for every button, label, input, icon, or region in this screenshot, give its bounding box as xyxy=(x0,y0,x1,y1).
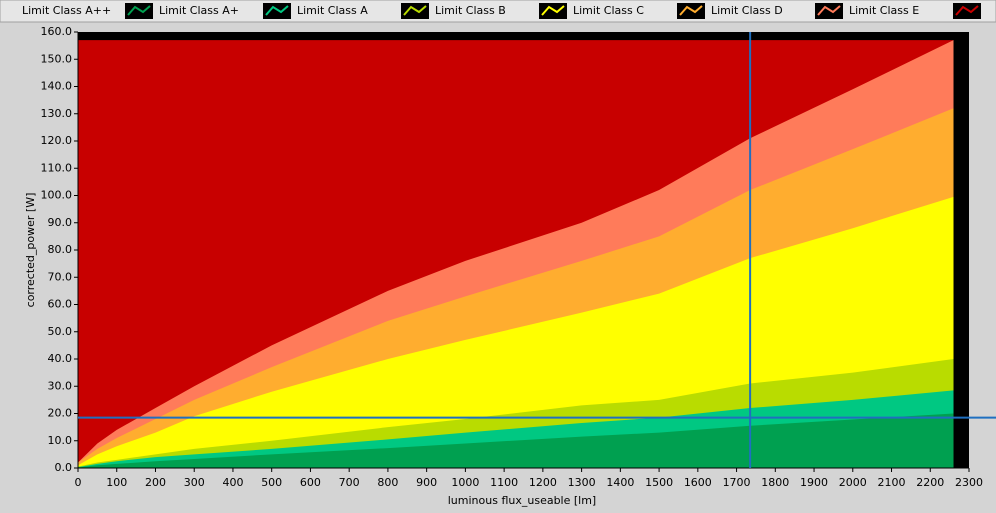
x-tick-label: 1600 xyxy=(684,476,712,489)
legend-label: Limit Class C xyxy=(573,4,644,17)
y-tick-label: 0.0 xyxy=(55,461,73,474)
x-tick-label: 1300 xyxy=(568,476,596,489)
legend-swatch xyxy=(263,3,291,19)
legend-swatch-line xyxy=(541,5,565,16)
y-tick-label: 20.0 xyxy=(48,407,73,420)
x-axis-title: luminous flux_useable [lm] xyxy=(448,494,596,507)
legend-swatch xyxy=(815,3,843,19)
x-tick-label: 1200 xyxy=(529,476,557,489)
x-tick-label: 2000 xyxy=(839,476,867,489)
y-tick-label: 150.0 xyxy=(41,52,73,65)
plot-layer xyxy=(78,40,954,469)
y-tick-label: 80.0 xyxy=(48,243,73,256)
x-tick-label: 600 xyxy=(300,476,321,489)
y-tick-label: 70.0 xyxy=(48,270,73,283)
y-tick-label: 110.0 xyxy=(41,161,73,174)
legend-label: Limit Class A++ xyxy=(22,4,111,17)
legend-swatch-line xyxy=(817,5,841,16)
legend-swatch-line xyxy=(403,5,427,16)
legend-label: Limit Class A+ xyxy=(159,4,239,17)
y-tick-label: 30.0 xyxy=(48,379,73,392)
x-tick-label: 200 xyxy=(145,476,166,489)
x-tick-label: 1900 xyxy=(800,476,828,489)
y-axis-title: corrected_power [W] xyxy=(24,193,37,308)
x-tick-label: 1800 xyxy=(761,476,789,489)
y-tick-label: 100.0 xyxy=(41,189,73,202)
x-tick-label: 1400 xyxy=(606,476,634,489)
legend-swatch xyxy=(953,3,981,19)
x-tick-label: 700 xyxy=(339,476,360,489)
y-tick-label: 60.0 xyxy=(48,298,73,311)
x-tick-label: 0 xyxy=(75,476,82,489)
legend-swatch xyxy=(677,3,705,19)
legend-swatch-line xyxy=(265,5,289,16)
x-tick-label: 1500 xyxy=(645,476,673,489)
legend-swatch-line xyxy=(679,5,703,16)
x-tick-label: 2100 xyxy=(878,476,906,489)
x-tick-label: 400 xyxy=(222,476,243,489)
x-tick-label: 900 xyxy=(416,476,437,489)
x-tick-label: 800 xyxy=(377,476,398,489)
legend-label: Limit Class B xyxy=(435,4,506,17)
legend-swatch xyxy=(125,3,153,19)
legend-swatch-line xyxy=(127,5,151,16)
legend-label: Limit Class A xyxy=(297,4,368,17)
x-tick-label: 500 xyxy=(261,476,282,489)
y-tick-label: 160.0 xyxy=(41,25,73,38)
x-tick-label: 1700 xyxy=(723,476,751,489)
x-tick-label: 2200 xyxy=(916,476,944,489)
y-tick-label: 120.0 xyxy=(41,134,73,147)
x-tick-label: 300 xyxy=(184,476,205,489)
legend-swatch xyxy=(539,3,567,19)
y-tick-label: 10.0 xyxy=(48,434,73,447)
legend-label: Limit Class E xyxy=(849,4,919,17)
legend-bar xyxy=(0,0,996,23)
x-tick-label: 1000 xyxy=(451,476,479,489)
y-tick-label: 140.0 xyxy=(41,80,73,93)
x-tick-label: 100 xyxy=(106,476,127,489)
x-tick-label: 2300 xyxy=(955,476,983,489)
y-tick-label: 130.0 xyxy=(41,107,73,120)
legend-label: Limit Class D xyxy=(711,4,783,17)
x-tick-label: 1100 xyxy=(490,476,518,489)
legend-swatch xyxy=(401,3,429,19)
legend-swatch-line xyxy=(955,5,979,16)
y-tick-label: 90.0 xyxy=(48,216,73,229)
y-tick-label: 50.0 xyxy=(48,325,73,338)
limit-area xyxy=(78,413,954,468)
y-tick-label: 40.0 xyxy=(48,352,73,365)
